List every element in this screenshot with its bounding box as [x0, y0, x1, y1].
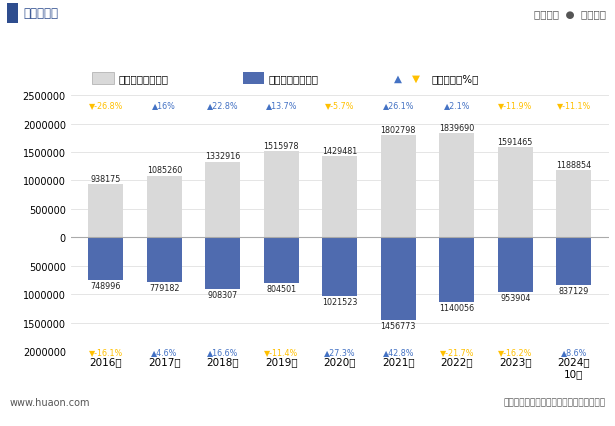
Bar	[92, 72, 114, 85]
Text: 进口额（万美元）: 进口额（万美元）	[269, 74, 319, 84]
Text: ▲13.7%: ▲13.7%	[266, 101, 297, 109]
Text: 837129: 837129	[558, 287, 589, 296]
Text: 1839690: 1839690	[439, 123, 474, 132]
Text: ▲16.6%: ▲16.6%	[207, 348, 239, 357]
Text: ▲4.6%: ▲4.6%	[151, 348, 178, 357]
Text: 804501: 804501	[266, 285, 296, 294]
Text: ▼-11.4%: ▼-11.4%	[264, 348, 298, 357]
Text: ▲42.8%: ▲42.8%	[383, 348, 414, 357]
Text: 1429481: 1429481	[322, 147, 357, 155]
Text: ▼-11.1%: ▼-11.1%	[557, 101, 591, 109]
Text: ▼-5.7%: ▼-5.7%	[325, 101, 354, 109]
Text: ▲26.1%: ▲26.1%	[383, 101, 414, 109]
Bar	[89, 238, 124, 280]
Bar	[147, 238, 182, 282]
Text: 专业严谨  ●  客观科学: 专业严谨 ● 客观科学	[534, 9, 606, 19]
Bar	[381, 135, 416, 238]
Text: 1591465: 1591465	[498, 137, 533, 146]
Text: ▼: ▼	[412, 74, 420, 84]
Text: ▼-21.7%: ▼-21.7%	[440, 348, 474, 357]
Text: ▲: ▲	[394, 74, 402, 84]
Bar	[205, 238, 240, 289]
Bar	[322, 157, 357, 238]
Text: 1140056: 1140056	[439, 304, 474, 313]
Text: ▲22.8%: ▲22.8%	[207, 101, 239, 109]
Text: 华经情报网: 华经情报网	[23, 7, 58, 20]
Text: 1515978: 1515978	[264, 141, 299, 151]
Bar	[89, 184, 124, 238]
Text: 出口额（万美元）: 出口额（万美元）	[118, 74, 168, 84]
Text: 1332916: 1332916	[205, 152, 240, 161]
Text: ▲8.6%: ▲8.6%	[560, 348, 587, 357]
Text: 1456773: 1456773	[381, 322, 416, 331]
Text: ▼-26.8%: ▼-26.8%	[89, 101, 123, 109]
Text: 1188854: 1188854	[556, 160, 591, 169]
Bar	[7, 4, 18, 23]
Text: 1802798: 1802798	[381, 125, 416, 134]
Text: 938175: 938175	[90, 174, 121, 184]
Bar	[556, 238, 591, 285]
Text: ▲2.1%: ▲2.1%	[443, 101, 470, 109]
Text: 数据来源：中国海关；华经产业研究院整理: 数据来源：中国海关；华经产业研究院整理	[504, 397, 606, 406]
Bar	[264, 238, 299, 284]
Text: www.huaon.com: www.huaon.com	[9, 397, 90, 407]
Bar	[243, 72, 264, 85]
Text: 2016-2024年10月重庆两江新区(境内目的地/货源地)进、出口额: 2016-2024年10月重庆两江新区(境内目的地/货源地)进、出口额	[153, 39, 462, 55]
Bar	[498, 238, 533, 292]
Text: 953904: 953904	[500, 293, 531, 302]
Bar	[205, 162, 240, 238]
Text: ▼-11.9%: ▼-11.9%	[498, 101, 533, 109]
Text: 908307: 908307	[208, 291, 238, 299]
Bar	[147, 176, 182, 238]
Bar	[498, 147, 533, 238]
Text: 779182: 779182	[149, 283, 180, 292]
Text: 748996: 748996	[90, 282, 121, 291]
Bar	[322, 238, 357, 296]
Text: ▼-16.2%: ▼-16.2%	[498, 348, 533, 357]
Bar	[381, 238, 416, 321]
Text: ▲16%: ▲16%	[153, 101, 177, 109]
Bar	[264, 152, 299, 238]
Text: 1021523: 1021523	[322, 297, 357, 306]
Bar	[556, 170, 591, 238]
Bar	[439, 238, 474, 302]
Text: ▲27.3%: ▲27.3%	[324, 348, 355, 357]
Text: 同比增长（%）: 同比增长（%）	[432, 74, 479, 84]
Text: 1085260: 1085260	[147, 166, 182, 175]
Bar	[439, 133, 474, 238]
Text: ▼-16.1%: ▼-16.1%	[89, 348, 123, 357]
